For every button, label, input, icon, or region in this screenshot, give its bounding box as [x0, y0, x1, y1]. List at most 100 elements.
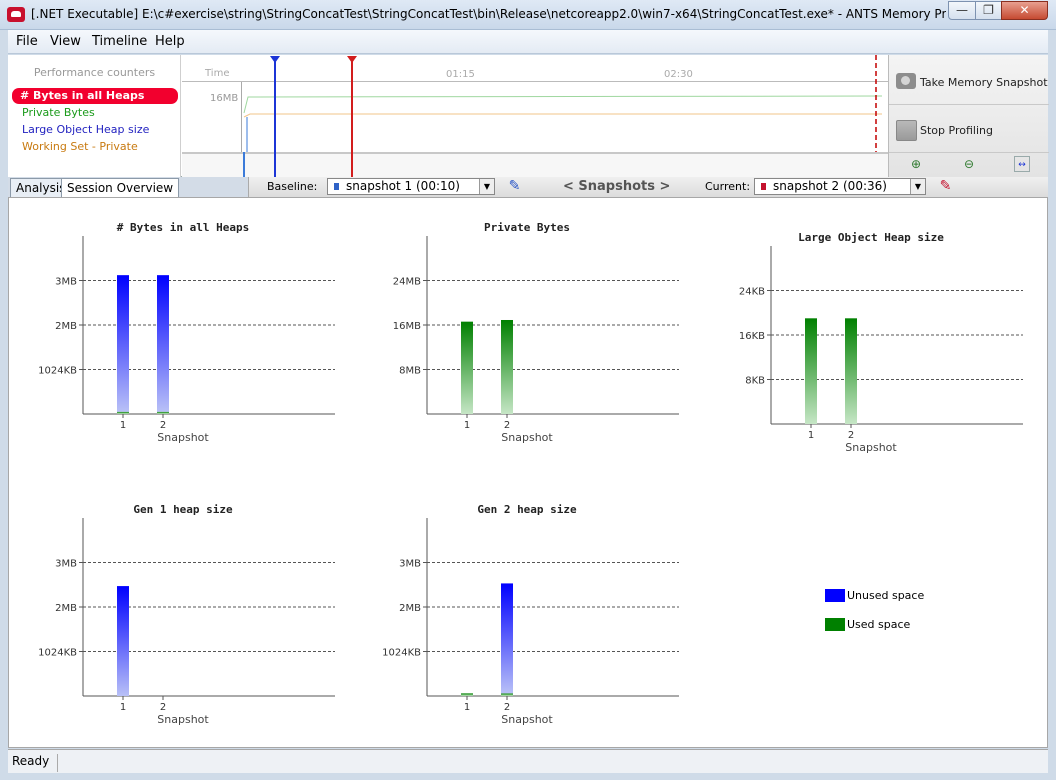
timeline-axis [182, 82, 242, 152]
chart-private-bytes: Private Bytes 8MB 16MB 24MB 1 2 Snapshot [353, 216, 693, 446]
bar-used-space [501, 319, 513, 414]
counter-large-object-heap[interactable]: Large Object Heap size [22, 123, 150, 136]
take-memory-snapshot-button[interactable]: Take Memory Snapshot [889, 57, 1049, 105]
session-overview-charts: Unused space Used space # Bytes in all H… [8, 197, 1048, 748]
x-tick-label: 1 [464, 702, 470, 713]
current-select[interactable]: snapshot 2 (00:36) ▼ [754, 178, 926, 195]
zoom-in-icon[interactable]: ⊕ [910, 157, 922, 171]
time-label: Time [205, 68, 230, 79]
edit-baseline-pencil-icon[interactable]: ✎ [508, 178, 521, 194]
stop-profiling-label: Stop Profiling [920, 124, 993, 137]
y-tick-label: 8KB [745, 376, 765, 387]
timeline-graph[interactable]: Time 01:15 02:30 16MB [182, 55, 888, 177]
chart-bytes-in-all-heaps: # Bytes in all Heaps 1024KB 2MB 3MB 1 2 Snapsh… [9, 216, 349, 446]
y-tick-label: 8MB [399, 366, 421, 377]
current-marker-head [347, 56, 357, 63]
bar-unused-space [117, 586, 129, 696]
ants-app-icon [7, 7, 25, 22]
zoom-fit-icon[interactable]: ↔ [1014, 156, 1030, 172]
edit-current-pencil-icon[interactable]: ✎ [939, 178, 952, 194]
x-tick-label: 2 [160, 420, 166, 431]
x-tick-label: 2 [504, 420, 510, 431]
counter-working-set[interactable]: Working Set - Private [22, 140, 138, 153]
zoom-out-icon[interactable]: ⊖ [963, 157, 975, 171]
legend-label: Unused space [847, 589, 925, 602]
baseline-value: snapshot 1 (00:10) [346, 179, 460, 193]
chart-title: Large Object Heap size [798, 231, 944, 244]
bar-used-space [461, 321, 473, 414]
camera-icon [896, 73, 916, 89]
x-tick-label: 2 [160, 702, 166, 713]
y-tick-label: 1024KB [382, 648, 421, 659]
x-tick-label: 1 [808, 430, 814, 441]
y-tick-label: 24MB [393, 277, 421, 288]
current-value: snapshot 2 (00:36) [773, 179, 887, 193]
x-axis-label: Snapshot [157, 713, 209, 726]
bar-used-space [117, 411, 129, 414]
menu-file[interactable]: File [16, 34, 38, 49]
x-axis-label: Snapshot [501, 431, 553, 444]
menu-help[interactable]: Help [155, 34, 185, 49]
tab-session-overview[interactable]: Session Overview [61, 178, 180, 197]
chart-gen-1-heap-size: Gen 1 heap size 1024KB 2MB 3MB 1 2 Snapshot [9, 498, 349, 728]
timeline-plot [243, 55, 883, 177]
chevron-down-icon[interactable]: ▼ [910, 179, 925, 194]
close-button[interactable]: ✕ [1001, 1, 1048, 20]
take-snapshot-label: Take Memory Snapshot [920, 76, 1048, 89]
counters-title: Performance counters [33, 66, 156, 79]
baseline-marker-head [270, 56, 280, 63]
chart-title: # Bytes in all Heaps [117, 221, 249, 234]
chart-title: Gen 1 heap size [133, 503, 233, 516]
snapshots-nav[interactable]: < Snapshots > [563, 179, 671, 194]
timeline-scrollbar[interactable] [182, 152, 888, 177]
bar-used-space [845, 318, 857, 424]
legend-label: Used space [847, 618, 911, 631]
y-tick-label: 3MB [55, 559, 77, 570]
baseline-label: Baseline: [267, 180, 318, 193]
chart-title: Gen 2 heap size [477, 503, 577, 516]
bar-unused-space [501, 583, 513, 694]
stop-profiling-button[interactable]: Stop Profiling [889, 105, 1049, 153]
y-tick-label: 3MB [55, 277, 77, 288]
y-tick-label: 24KB [739, 287, 765, 298]
y-tick-label: 16KB [739, 331, 765, 342]
y-tick-label: 3MB [399, 559, 421, 570]
minimize-button[interactable]: — [948, 1, 976, 20]
bar-used-space [157, 411, 169, 414]
bar-unused-space [117, 275, 129, 412]
timeline-panel: Performance counters # Bytes in all Heap… [8, 55, 1049, 177]
chart-title: Private Bytes [484, 221, 570, 234]
title-bar: [.NET Executable] E:\c#exercise\string\S… [0, 0, 1056, 30]
baseline-select[interactable]: snapshot 1 (00:10) ▼ [327, 178, 495, 195]
x-axis-label: Snapshot [501, 713, 553, 726]
menu-timeline[interactable]: Timeline [92, 34, 148, 49]
y-tick-label: 16MB [393, 321, 421, 332]
menu-view[interactable]: View [50, 34, 81, 49]
chart-svg: # Bytes in all Heaps 1024KB 2MB 3MB 1 2Snapsh… [38, 221, 335, 444]
legend-swatch [825, 618, 845, 631]
bar-used-space [501, 693, 513, 696]
chart-gen-2-heap-size: Gen 2 heap size 1024KB 2MB 3MB 1 2 Snapshot [353, 498, 693, 728]
current-label: Current: [705, 180, 751, 193]
bar-used-space [805, 318, 817, 424]
current-dot-icon [761, 183, 766, 190]
bar-unused-space [157, 275, 169, 412]
counter-private-bytes[interactable]: Private Bytes [22, 106, 95, 119]
x-axis-label: Snapshot [157, 431, 209, 444]
tab-analysis[interactable]: Analysis [10, 178, 72, 197]
counter-bytes-in-all-heaps[interactable]: # Bytes in all Heaps [12, 88, 178, 104]
maximize-button[interactable]: ❐ [975, 1, 1002, 20]
status-bar: Ready [8, 749, 1048, 773]
zoom-controls: ⊕ ⊖ ↔ [889, 152, 1049, 177]
window-title: [.NET Executable] E:\c#exercise\string\S… [31, 7, 946, 21]
tab-bar: Analysis Session Overview Baseline: snap… [8, 177, 1048, 197]
x-tick-label: 2 [504, 702, 510, 713]
chevron-down-icon[interactable]: ▼ [479, 179, 494, 194]
time-tick: 01:15 [446, 69, 475, 80]
x-tick-label: 1 [464, 420, 470, 431]
chart-large-object-heap-size: Large Object Heap size 8KB 16KB 24KB 1 2 Snaps… [697, 226, 1037, 456]
y-tick-label: 1024KB [38, 366, 77, 377]
